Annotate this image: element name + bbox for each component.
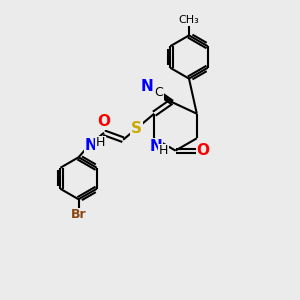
Text: N: N [149,139,162,154]
Text: H: H [96,136,105,149]
Text: N: N [140,79,153,94]
Text: CH₃: CH₃ [178,15,200,26]
Text: S: S [131,121,142,136]
Text: N: N [85,138,98,153]
Text: O: O [98,114,110,129]
Text: H: H [158,144,168,158]
Text: Br: Br [71,208,86,221]
Text: C: C [154,86,163,100]
Text: O: O [196,143,210,158]
